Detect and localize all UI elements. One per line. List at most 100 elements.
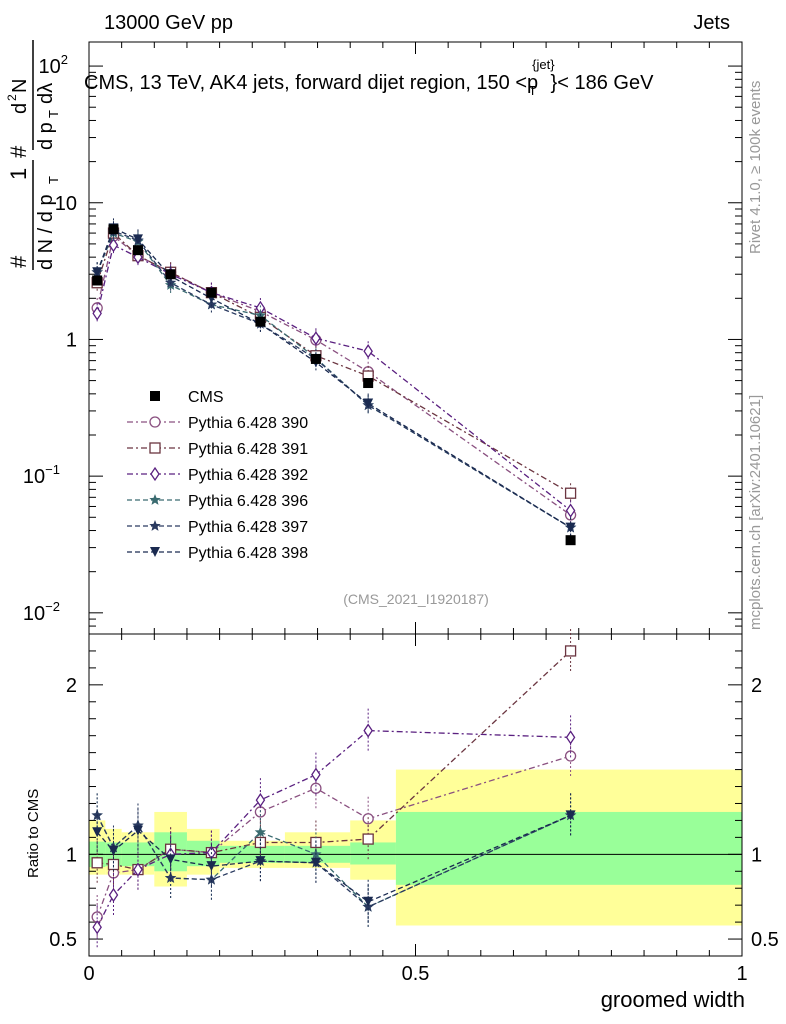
series-line-ratio-1	[97, 650, 572, 871]
y-axis-label-top: # 1 d N / d p T # d 2 N d p T dλ	[5, 40, 61, 270]
ylabel-hash-2: #	[6, 145, 31, 158]
legend-label-0: Pythia 6.428 390	[188, 415, 308, 432]
point-ratio-4-4	[205, 873, 218, 885]
point-ratio-1-7	[362, 833, 374, 845]
point-top-4-4	[205, 298, 218, 310]
y-tick-label-bottom-left-0: 0.5	[49, 929, 77, 951]
data-point-0	[92, 275, 103, 286]
point-ratio-2-7	[363, 723, 373, 738]
rivet-version-label: Rivet 4.1.0, ≥ 100k events	[747, 81, 764, 254]
point-top-1-8	[564, 487, 577, 499]
ylabel-frac2-den-dp: d p	[35, 122, 57, 150]
point-top-2-7	[363, 344, 373, 359]
y-tick-label-top-1: 10	[55, 193, 77, 215]
plot-title: CMS, 13 TeV, AK4 jets, forward dijet reg…	[84, 57, 654, 98]
ratio-frame	[88, 633, 743, 957]
legend: CMS Pythia 6.428 390 Pythia 6.428 391 Pythi…	[127, 389, 308, 562]
x-tick-label-2: 1	[736, 963, 747, 985]
y-tick-label-bottom-right-0: 0.5	[751, 929, 779, 951]
y-tick-label-top-3: 10−1	[23, 462, 60, 488]
series-line-top-3	[96, 232, 571, 529]
title-sub: T	[529, 83, 537, 98]
legend-label-5: Pythia 6.428 398	[188, 545, 308, 562]
data-point-1	[108, 224, 119, 235]
series-line-top-2	[96, 244, 572, 512]
title-suffix: }< 186 GeV	[551, 72, 655, 94]
point-top-5-2	[132, 234, 143, 245]
legend-marker-1	[149, 442, 161, 454]
point-ratio-2-2	[133, 862, 143, 877]
main-frame	[88, 41, 743, 635]
svg-text:CMS, 13 TeV, AK4 jets, forward: CMS, 13 TeV, AK4 jets, forward dijet reg…	[84, 57, 654, 98]
y-axis-label-bottom: Ratio to CMS	[25, 789, 42, 878]
ylabel-hash-1: #	[6, 255, 31, 268]
analysis-id: (CMS_2021_I1920187)	[343, 591, 489, 607]
series-line-top-1	[96, 231, 571, 494]
ratio-band-inner-7	[350, 842, 396, 865]
energy-label: 13000 GeV pp	[104, 12, 233, 34]
legend-label-data: CMS	[188, 389, 224, 406]
ratio-band-inner-8	[395, 811, 742, 885]
x-axis-label: groomed width	[601, 987, 745, 1012]
series-top-1	[91, 223, 577, 504]
point-top-5-7	[363, 398, 374, 409]
series-top-5	[92, 218, 576, 538]
point-top-5-0	[92, 267, 103, 278]
point-ratio-2-8	[565, 730, 576, 745]
point-ratio-5-0	[92, 827, 103, 838]
legend-label-1: Pythia 6.428 391	[188, 441, 308, 458]
point-ratio-5-5	[255, 856, 266, 867]
series-line-ratio-2	[96, 729, 571, 928]
ylabel-frac2-num-d: d	[9, 103, 31, 114]
point-top-4-3	[164, 276, 177, 288]
point-ratio-5-1	[108, 845, 119, 856]
legend-label-3: Pythia 6.428 396	[188, 493, 308, 510]
y-tick-label-top-0: 102	[39, 52, 68, 78]
ylabel-frac2-den-sub: T	[46, 110, 61, 118]
mcplots-label: mcplots.cern.ch [arXiv:2401.10621]	[747, 395, 764, 630]
point-top-5-8	[565, 522, 576, 533]
x-tick-label-0: 0	[83, 963, 94, 985]
point-top-2-8	[565, 503, 576, 518]
point-ratio-2-0	[92, 920, 102, 935]
data-point-8	[565, 535, 576, 546]
data-point-4	[206, 287, 217, 298]
y-tick-label-bottom-right-1: 1	[751, 844, 762, 866]
point-ratio-1-0	[91, 857, 103, 869]
point-ratio-5-8	[565, 810, 576, 821]
point-ratio-5-3	[165, 854, 176, 865]
point-ratio-1-8	[564, 645, 577, 657]
y-tick-label-top-2: 1	[66, 329, 77, 351]
point-ratio-2-5	[255, 792, 266, 808]
legend-label-4: Pythia 6.428 397	[188, 519, 308, 536]
data-point-7	[363, 378, 374, 389]
point-ratio-5-6	[310, 857, 321, 868]
series-line-ratio-5	[96, 814, 571, 903]
ylabel-frac2-den-dl: dλ	[35, 83, 57, 104]
data-point-5	[255, 316, 266, 327]
ylabel-frac1-den-sub: T	[46, 176, 61, 184]
main-panel: 102 10 1 10−1 10−2 CMS Pythia 6.428 390 Pythia …	[23, 41, 743, 956]
point-ratio-5-7	[363, 896, 374, 907]
legend-marker-data	[150, 391, 160, 401]
point-ratio-5-4	[206, 861, 217, 872]
point-ratio-2-6	[311, 767, 321, 782]
x-tick-label-1: 0.5	[402, 963, 430, 985]
y-tick-label-bottom-right-2: 2	[751, 675, 762, 697]
category-label: Jets	[693, 12, 730, 34]
point-ratio-3-5	[254, 826, 267, 838]
title-sup: {jet}	[532, 57, 555, 72]
ylabel-frac2-num-sup: 2	[5, 94, 19, 101]
ylabel-frac1-den: d N / d p	[35, 194, 57, 270]
y-tick-label-top-4: 10−2	[23, 599, 60, 625]
data-point-3	[165, 269, 176, 280]
legend-label-2: Pythia 6.428 392	[188, 467, 308, 484]
legend-marker-0	[149, 416, 161, 428]
data-point-6	[310, 353, 321, 364]
point-top-2-0	[92, 306, 102, 321]
point-top-2-6	[311, 331, 321, 346]
point-ratio-5-2	[132, 825, 143, 836]
legend-marker-5	[150, 547, 160, 557]
y-tick-label-bottom-left-2: 2	[66, 675, 77, 697]
